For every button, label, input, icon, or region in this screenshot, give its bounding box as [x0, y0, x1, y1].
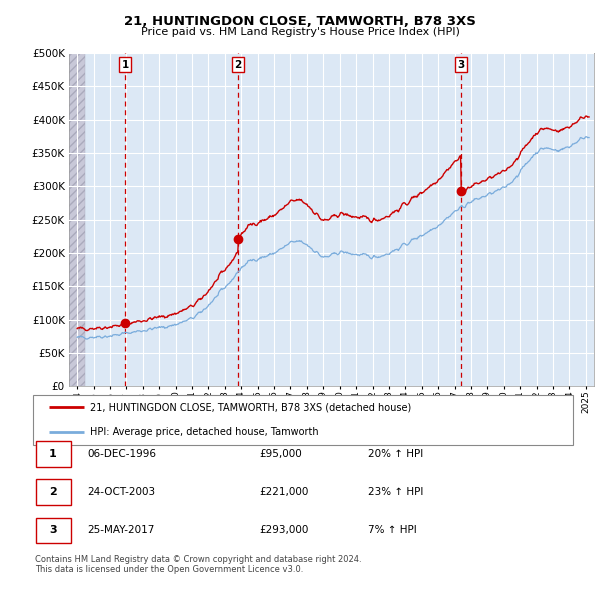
Text: 24-OCT-2003: 24-OCT-2003	[87, 487, 155, 497]
Text: £95,000: £95,000	[260, 449, 302, 458]
Text: 3: 3	[457, 60, 465, 70]
Text: 3: 3	[49, 526, 57, 535]
FancyBboxPatch shape	[33, 395, 573, 445]
Text: Contains HM Land Registry data © Crown copyright and database right 2024.: Contains HM Land Registry data © Crown c…	[35, 555, 361, 563]
Text: 20% ↑ HPI: 20% ↑ HPI	[368, 449, 423, 458]
Text: 1: 1	[121, 60, 129, 70]
FancyBboxPatch shape	[36, 517, 71, 543]
Text: 21, HUNTINGDON CLOSE, TAMWORTH, B78 3XS (detached house): 21, HUNTINGDON CLOSE, TAMWORTH, B78 3XS …	[90, 402, 411, 412]
Text: HPI: Average price, detached house, Tamworth: HPI: Average price, detached house, Tamw…	[90, 427, 319, 437]
Text: 06-DEC-1996: 06-DEC-1996	[87, 449, 156, 458]
Text: 7% ↑ HPI: 7% ↑ HPI	[368, 526, 416, 535]
Text: This data is licensed under the Open Government Licence v3.0.: This data is licensed under the Open Gov…	[35, 565, 303, 574]
Text: Price paid vs. HM Land Registry's House Price Index (HPI): Price paid vs. HM Land Registry's House …	[140, 27, 460, 37]
FancyBboxPatch shape	[36, 441, 71, 467]
FancyBboxPatch shape	[36, 479, 71, 505]
Text: 25-MAY-2017: 25-MAY-2017	[87, 526, 154, 535]
Text: £293,000: £293,000	[260, 526, 309, 535]
Text: 23% ↑ HPI: 23% ↑ HPI	[368, 487, 423, 497]
Text: 21, HUNTINGDON CLOSE, TAMWORTH, B78 3XS: 21, HUNTINGDON CLOSE, TAMWORTH, B78 3XS	[124, 15, 476, 28]
Text: 2: 2	[235, 60, 242, 70]
Text: £221,000: £221,000	[260, 487, 309, 497]
Text: 2: 2	[49, 487, 57, 497]
Text: 1: 1	[49, 449, 57, 458]
Bar	[69, 53, 85, 386]
